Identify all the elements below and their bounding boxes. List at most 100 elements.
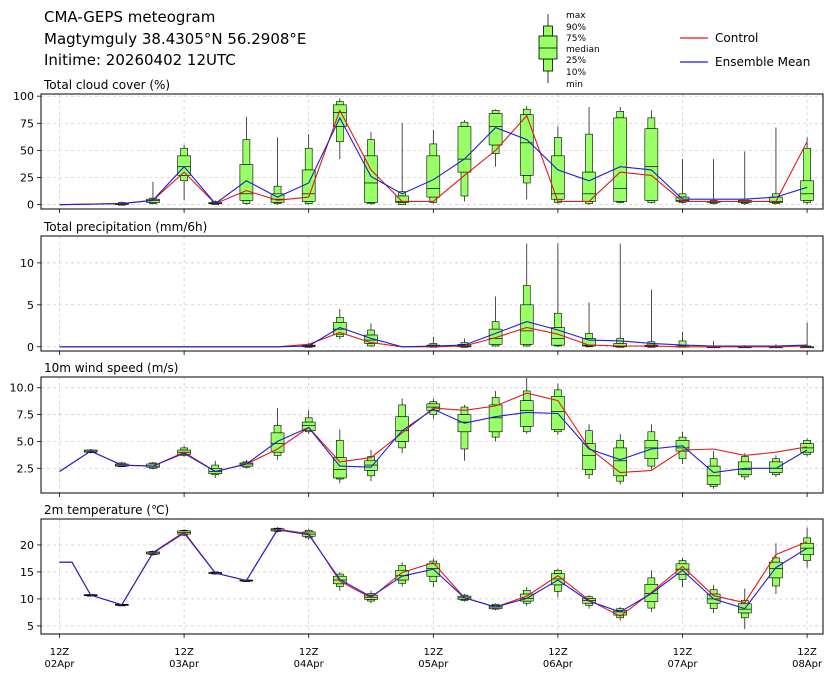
legend-box-label: 25% (566, 56, 586, 66)
y-tick-label: 25 (20, 172, 34, 185)
control-line (59, 392, 808, 474)
x-tick-label-date: 04Apr (294, 659, 325, 670)
box-plot (644, 570, 659, 612)
box-p75-p90 (522, 390, 531, 401)
box-iqr (519, 593, 534, 602)
box-plot (675, 431, 690, 464)
box-plot (426, 129, 441, 204)
panel-frame (40, 376, 824, 494)
y-tick-label: 10 (20, 593, 34, 606)
panel-1: Total cloud cover (%) 0 25 50 75 100 (13, 78, 824, 213)
legend-box-label: median (566, 45, 600, 55)
legend-outer-box-bottom (543, 58, 553, 72)
box-p75-p90 (522, 108, 531, 115)
box-plot (488, 109, 503, 167)
box-iqr (613, 117, 628, 202)
box-iqr (457, 126, 472, 173)
y-tick-label: 5.0 (17, 435, 35, 448)
legend-inner-box (538, 35, 558, 60)
box-iqr (364, 334, 378, 344)
box-iqr (582, 338, 596, 347)
box-p75-p90 (429, 143, 438, 157)
box-plot (582, 107, 596, 205)
location-label: Magtymguly 38.4305°N 56.2908°E (44, 30, 307, 48)
x-tick-label-date: 02Apr (44, 659, 75, 670)
box-p75-p90 (367, 329, 375, 336)
legend-outer-box-top (543, 25, 553, 37)
box-p10-p25 (460, 431, 469, 450)
panel-title: 10m wind speed (m/s) (44, 361, 178, 375)
box-plot (644, 289, 659, 348)
x-tick-label-date: 03Apr (169, 659, 200, 670)
x-tick-label-date: 08Apr (792, 659, 823, 670)
panel-title: Total precipitation (mm/6h) (43, 220, 207, 234)
box-p75-p90 (554, 389, 562, 397)
box-plot (395, 398, 409, 454)
legend-box-label: min (566, 80, 583, 90)
box-p10-p25 (180, 175, 188, 182)
y-tick-label: 15 (20, 566, 34, 579)
box-plot (551, 243, 565, 347)
box-p10-p25 (772, 577, 780, 587)
box-p75-p90 (772, 458, 780, 463)
box-p75-p90 (709, 458, 718, 467)
box-iqr (519, 304, 534, 345)
legend-mean-label: Ensemble Mean (715, 55, 810, 69)
box-p10-p25 (522, 175, 531, 184)
box-p75-p90 (522, 589, 531, 595)
box-plot (675, 557, 690, 588)
x-tick-label-date: 06Apr (543, 659, 574, 670)
legend-box-label: 90% (566, 23, 586, 33)
box-plot (333, 98, 347, 160)
box-p10-p25 (803, 200, 811, 203)
panel-frame (40, 518, 824, 635)
box-p75-p90 (180, 147, 188, 157)
box-iqr (488, 404, 503, 433)
x-tick-label-time: 12Z (548, 647, 568, 658)
box-plot (488, 296, 503, 347)
box-p10-p25 (678, 574, 687, 580)
box-plot (613, 107, 628, 204)
box-plot (395, 562, 409, 587)
box-iqr (333, 322, 347, 335)
box-iqr (426, 155, 441, 198)
box-p75-p90 (554, 312, 562, 328)
box-plot (800, 527, 814, 568)
box-iqr (551, 155, 565, 200)
box-p75-p90 (336, 101, 344, 106)
box-p75-p90 (491, 321, 500, 330)
legend-box-label: 10% (566, 68, 586, 78)
box-plot (613, 433, 628, 485)
box-p75-p90 (211, 464, 220, 469)
y-tick-label: 5 (27, 620, 34, 633)
box-p75-p90 (522, 285, 531, 306)
box-p75-p90 (803, 147, 811, 182)
y-tick-label: 0 (27, 199, 34, 212)
ensemble-mean-line (59, 529, 808, 613)
y-tick-label: 10.0 (10, 382, 35, 395)
box-p75-p90 (616, 111, 625, 119)
legend-box-label: 75% (566, 34, 586, 44)
box-plot (519, 378, 534, 434)
box-p75-p90 (336, 317, 344, 323)
box-p10-p25 (429, 575, 438, 582)
box-p75-p90 (242, 139, 251, 165)
box-p10-p25 (398, 202, 406, 205)
box-iqr (644, 128, 659, 201)
box-p10-p25 (647, 601, 656, 609)
box-plot (270, 408, 285, 460)
box-p10-p25 (554, 584, 562, 592)
box-plot (644, 110, 659, 204)
box-p75-p90 (367, 139, 375, 157)
box-plot (364, 131, 378, 205)
ensemble-mean-line (59, 321, 808, 348)
box-iqr (706, 465, 721, 485)
box-p10-p25 (336, 333, 344, 338)
box-p75-p90 (647, 431, 656, 441)
box-iqr (519, 114, 534, 176)
panel-frame (40, 235, 824, 352)
box-p75-p90 (740, 456, 749, 463)
box-p75-p90 (585, 333, 593, 339)
box-p10-p25 (803, 451, 811, 455)
